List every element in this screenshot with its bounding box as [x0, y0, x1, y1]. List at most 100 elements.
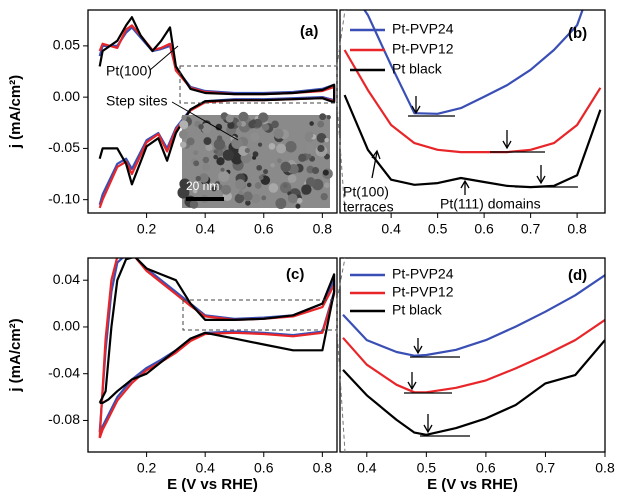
annotation: (a) — [300, 23, 318, 40]
zoom-box — [182, 299, 338, 331]
series-line — [342, 274, 605, 357]
tem-grain — [179, 178, 191, 190]
tem-grain — [326, 115, 331, 120]
tem-grain — [178, 130, 188, 140]
series-line — [363, 10, 584, 115]
zoom-line — [336, 257, 346, 301]
tem-grain — [218, 170, 230, 183]
tem-grain — [277, 158, 282, 164]
x-tick-label: 0.4 — [357, 460, 377, 476]
tem-grain — [295, 203, 301, 209]
decorations — [149, 9, 578, 453]
tem-grain — [203, 137, 212, 146]
y-axis-label: j (mA/cm²) — [7, 75, 24, 149]
tem-grain — [280, 161, 292, 173]
series-line — [342, 339, 605, 436]
zoom-line — [336, 102, 346, 214]
tem-grain — [227, 121, 235, 129]
plot-frame — [87, 9, 338, 214]
tem-grain — [186, 137, 195, 146]
tem-grain — [287, 193, 298, 204]
tem-grain — [195, 175, 202, 182]
legend-label: Pt-PVP24 — [392, 266, 454, 282]
tem-grain — [215, 123, 223, 131]
tem-grain — [213, 149, 218, 154]
y-tick-label: -0.10 — [48, 190, 80, 206]
tem-grain — [181, 114, 187, 121]
tem-grain — [263, 169, 269, 175]
tem-grain — [234, 193, 245, 204]
annotation: (c) — [286, 266, 304, 283]
plot-frame — [339, 9, 606, 214]
tem-grain — [238, 111, 249, 122]
tem-grain — [322, 169, 329, 176]
series-line — [98, 258, 336, 404]
series-line — [98, 16, 336, 186]
tem-grain — [201, 122, 212, 134]
tem-grain — [271, 120, 279, 129]
x-tick-label: 0.8 — [595, 460, 615, 476]
tem-grain — [285, 141, 297, 153]
tem-grain — [251, 193, 261, 204]
tangent-marks — [371, 96, 578, 437]
tem-grain — [216, 135, 223, 141]
series-line — [343, 49, 602, 154]
x-tick-label: 0.5 — [417, 460, 437, 476]
tem-grain — [216, 157, 225, 166]
tem-grain — [189, 200, 199, 209]
tem-grain — [316, 132, 327, 143]
pointer-line — [149, 45, 179, 71]
tem-grain — [287, 174, 297, 183]
tem-grain — [236, 121, 242, 127]
tem-grain — [288, 163, 299, 175]
annotation: 20 nm — [186, 179, 219, 193]
tem-grain — [246, 182, 252, 188]
x-tick-label: 0.8 — [567, 221, 587, 237]
x-tick-label: 0.8 — [313, 221, 333, 237]
tem-grain — [254, 182, 262, 189]
tem-grain — [324, 137, 329, 143]
tem-grain — [225, 114, 234, 123]
tem-grain — [319, 113, 327, 121]
tem-grain — [244, 147, 250, 154]
x-tick-label: 0.6 — [254, 460, 274, 476]
plot-frame — [87, 257, 338, 453]
tem-grain — [311, 166, 320, 175]
x-tick-label: 0.7 — [521, 221, 541, 237]
y-tick-label: -0.08 — [48, 411, 80, 427]
x-tick-label: 0.4 — [195, 460, 215, 476]
tem-grain — [323, 182, 330, 189]
y-tick-label: 0.04 — [53, 271, 80, 287]
annotation: terraces — [343, 199, 394, 215]
annotation: (d) — [568, 267, 587, 284]
tem-grain — [275, 197, 287, 209]
tem-grain — [213, 138, 226, 151]
tem-grain — [308, 133, 314, 139]
y-tick-label: 0.05 — [53, 37, 80, 53]
series-line — [343, 94, 602, 189]
legend-label: Pt-PVP24 — [392, 21, 454, 37]
tem-grain — [231, 137, 243, 149]
tem-grain — [251, 119, 257, 125]
legend-label: Pt-PVP12 — [392, 284, 454, 300]
tem-grain — [222, 149, 234, 161]
x-tick-label: 0.7 — [536, 460, 556, 476]
legend-label: Pt-PVP12 — [392, 41, 454, 57]
tem-grain — [305, 143, 315, 153]
x-tick-label: 0.8 — [313, 460, 333, 476]
tem-grain — [179, 120, 189, 130]
x-tick-label: 0.4 — [195, 221, 215, 237]
x-tick-label: 0.5 — [428, 221, 448, 237]
tem-grain — [193, 160, 200, 167]
tem-texture — [177, 111, 333, 209]
tem-grain — [202, 163, 211, 171]
y-axis-label: j (mA/cm²) — [7, 318, 24, 392]
tem-grain — [282, 183, 288, 189]
tem-grain — [193, 150, 199, 156]
tem-grain — [317, 144, 325, 153]
annotation: Pt(100) — [106, 63, 152, 79]
pointer-line — [171, 101, 239, 141]
tem-grain — [320, 192, 328, 201]
annotation: (b) — [568, 25, 587, 42]
x-tick-label: 0.6 — [476, 460, 496, 476]
